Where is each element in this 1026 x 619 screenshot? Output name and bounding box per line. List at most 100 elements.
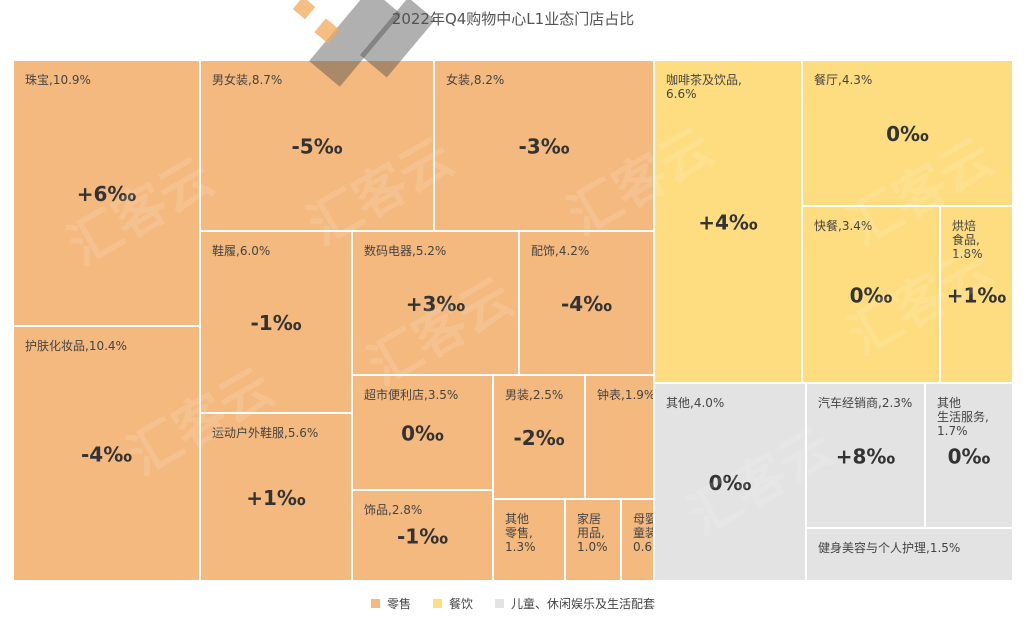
tile-label: 男装,2.5% — [505, 388, 563, 402]
tile-label: 烘焙 — [952, 218, 976, 233]
treemap-tile-rect — [351, 230, 520, 376]
treemap-tile-rect — [620, 498, 655, 582]
legend-label: 餐饮 — [448, 597, 473, 611]
tile-label: 配饰,4.2% — [531, 244, 589, 258]
legend-label: 儿童、休闲娱乐及生活配套 — [511, 597, 656, 611]
tile-change-value: -1‰ — [397, 525, 448, 549]
treemap-tile[interactable]: 餐厅,4.3% 0‰ — [801, 59, 1014, 207]
tile-label: 钟表,1.9% — [597, 387, 655, 402]
treemap-tile[interactable]: 饰品,2.8% -1‰ — [351, 489, 494, 582]
treemap-tile[interactable]: 运动户外鞋服,5.6% +1‰ — [199, 412, 353, 582]
tile-change-value: 0‰ — [850, 284, 893, 308]
legend-swatch — [432, 599, 442, 608]
treemap-tile-rect — [351, 489, 494, 582]
tile-label: 食品, — [952, 232, 980, 247]
legend-swatch — [370, 599, 380, 608]
tile-label: 1.3% — [505, 540, 536, 554]
tile-change-value: +6‰ — [77, 182, 137, 206]
tile-label: 女装,8.2% — [446, 72, 504, 87]
legend-label: 零售 — [386, 597, 411, 611]
tile-change-value: -4‰ — [81, 443, 132, 467]
tile-change-value: 0‰ — [401, 422, 444, 446]
legend-item-retail[interactable]: 零售 — [370, 595, 411, 612]
treemap-tile-rect — [564, 498, 622, 582]
tile-label: 用品, — [577, 526, 605, 540]
tile-change-value: 0‰ — [886, 122, 929, 146]
chart-title: 2022年Q4购物中心L1业态门店占比 — [391, 10, 635, 28]
treemap-tile-rect — [924, 382, 1014, 529]
treemap-tile-rect — [492, 374, 586, 500]
tile-label: 零售, — [505, 525, 533, 540]
treemap-tile[interactable]: 鞋履,6.0% -1‰ — [199, 230, 353, 414]
treemap-tile[interactable]: 其他,4.0% 0‰ — [653, 382, 807, 582]
tile-label: 家居 — [577, 511, 601, 526]
tile-label: 运动户外鞋服,5.6% — [212, 425, 318, 440]
tile-label: 鞋履,6.0% — [212, 243, 270, 258]
treemap-tile-rect — [584, 374, 655, 500]
tile-change-value: 0‰ — [948, 445, 991, 469]
tile-label: 饰品,2.8% — [364, 503, 422, 517]
treemap-tile-rect — [351, 374, 494, 491]
treemap-tile[interactable]: 超市便利店,3.5% 0‰ — [351, 374, 494, 491]
treemap-tile[interactable]: 数码电器,5.2% +3‰ — [351, 230, 520, 376]
tile-label: 护肤化妆品,10.4% — [25, 338, 127, 353]
tile-label: 生活服务, — [937, 409, 989, 424]
treemap-tile[interactable]: 男女装,8.7% -5‰ — [199, 59, 435, 232]
treemap-tile-rect — [653, 59, 803, 384]
tile-change-value: +4‰ — [698, 211, 758, 235]
treemap-tile-rect — [492, 498, 566, 582]
tile-change-value: -4‰ — [561, 292, 612, 316]
tile-change-value: -3‰ — [518, 135, 569, 159]
tile-label: 快餐,3.4% — [814, 218, 872, 233]
treemap-tile[interactable]: 快餐,3.4% 0‰ — [801, 205, 941, 384]
tile-label: 餐厅,4.3% — [814, 72, 872, 87]
treemap-tile-rect — [801, 59, 1014, 207]
treemap-tile-rect — [653, 382, 807, 582]
tile-label: 6.6% — [666, 87, 697, 101]
tile-label: 数码电器,5.2% — [364, 243, 446, 258]
treemap-tile[interactable]: 配饰,4.2% -4‰ — [518, 230, 655, 376]
chart-legend: 零售 餐饮 儿童、休闲娱乐及生活配套 — [0, 595, 1026, 612]
tile-label: 健身美容与个人护理,1.5% — [818, 540, 960, 555]
tile-label: 其他 — [505, 512, 529, 526]
tile-change-value: -2‰ — [513, 426, 564, 450]
tile-label: 超市便利店,3.5% — [364, 387, 458, 402]
tile-label: 其他,4.0% — [666, 396, 724, 410]
legend-item-dining[interactable]: 餐饮 — [432, 595, 473, 612]
treemap-tile[interactable]: 健身美容与个人护理,1.5% — [805, 527, 1014, 582]
treemap-tile-rect — [518, 230, 655, 376]
tile-label: 1.7% — [937, 424, 968, 438]
tile-change-value: +8‰ — [836, 445, 896, 469]
tile-label: 汽车经销商,2.3% — [818, 395, 912, 410]
treemap-tile-rect — [805, 382, 926, 529]
tile-label: 母婴 — [633, 512, 657, 526]
tile-label: 1.8% — [952, 247, 983, 261]
treemap-tile-rect — [199, 230, 353, 414]
tile-change-value: -5‰ — [291, 135, 342, 159]
treemap-tile[interactable]: 钟表,1.9% — [584, 374, 655, 500]
treemap-tile[interactable]: 护肤化妆品,10.4% -4‰ — [12, 325, 201, 582]
tile-label: 咖啡茶及饮品, — [666, 72, 742, 87]
treemap-tile[interactable]: 女装,8.2% -3‰ — [433, 59, 655, 232]
tile-change-value: +1‰ — [246, 486, 306, 510]
legend-item-leisure[interactable]: 儿童、休闲娱乐及生活配套 — [495, 595, 655, 612]
treemap-tile-rect — [199, 412, 353, 582]
tile-change-value: -1‰ — [250, 311, 301, 335]
treemap-tile-rect — [805, 527, 1014, 582]
tile-label: 男女装,8.7% — [212, 72, 282, 87]
tile-label: 1.0% — [577, 540, 608, 554]
tile-change-value: +3‰ — [406, 292, 466, 316]
treemap-tile[interactable]: 咖啡茶及饮品,6.6% +4‰ — [653, 59, 803, 384]
treemap-tile[interactable]: 珠宝,10.9% +6‰ — [12, 59, 201, 327]
treemap-tile[interactable]: 汽车经销商,2.3% +8‰ — [805, 382, 926, 529]
tile-label: 珠宝,10.9% — [25, 73, 91, 87]
treemap-tile[interactable]: 男装,2.5% -2‰ — [492, 374, 586, 500]
tile-change-value: +1‰ — [947, 284, 1007, 308]
treemap-tile-rect — [801, 205, 941, 384]
